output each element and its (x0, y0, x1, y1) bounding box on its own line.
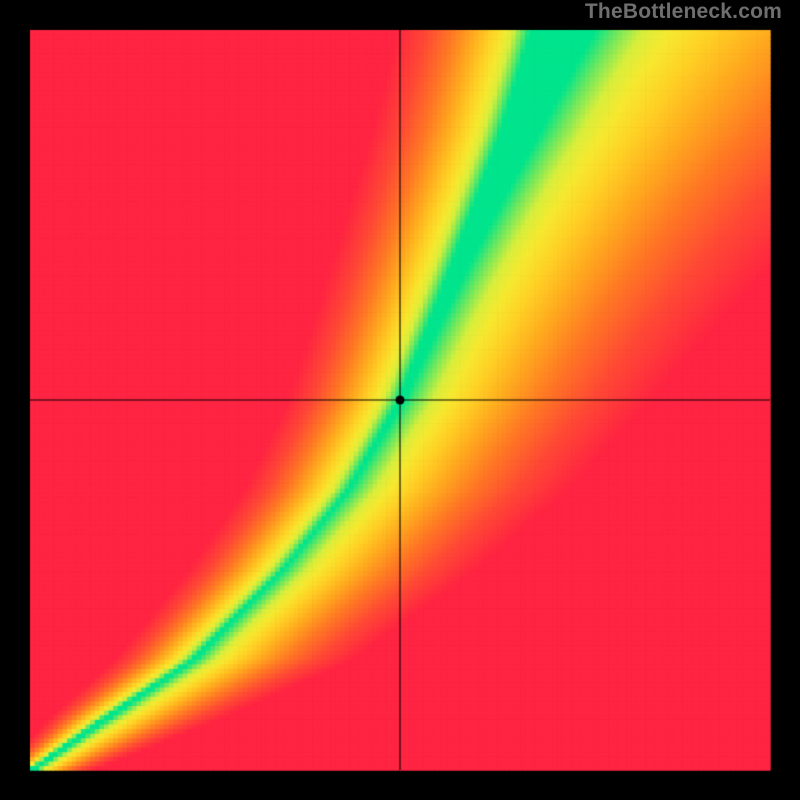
watermark-text: TheBottleneck.com (585, 0, 782, 24)
bottleneck-heatmap (0, 0, 800, 800)
